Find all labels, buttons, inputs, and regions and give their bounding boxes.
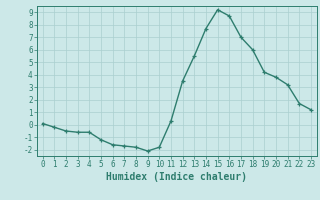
X-axis label: Humidex (Indice chaleur): Humidex (Indice chaleur) [106, 172, 247, 182]
